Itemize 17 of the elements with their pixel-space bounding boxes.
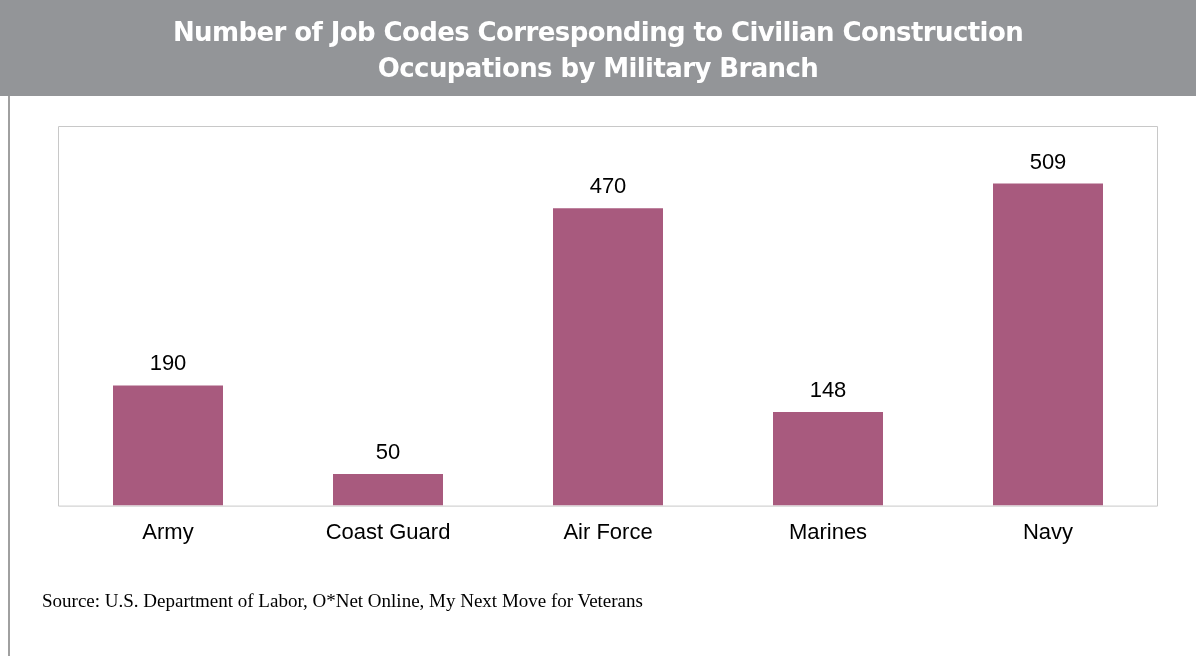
x-tick-label: Air Force [563, 518, 653, 544]
data-label: 470 [589, 173, 627, 199]
data-label: 509 [1029, 148, 1067, 174]
x-tick-label: Marines [788, 518, 868, 544]
bar [993, 183, 1103, 506]
source-note: Source: U.S. Department of Labor, O*Net Online, My Next Move for Veterans [42, 590, 643, 612]
x-tick-label: Army [142, 518, 194, 544]
x-tick-label: Coast Guard [325, 518, 451, 544]
data-label: 190 [149, 350, 187, 376]
data-label: 148 [809, 377, 847, 403]
data-label: 50 [375, 439, 401, 465]
x-tick-label: Navy [1022, 518, 1074, 544]
bar [333, 473, 443, 506]
bar [553, 208, 663, 506]
bar [113, 385, 223, 506]
bar [773, 411, 883, 506]
chart-title: Number of Job Codes Corresponding to Civilian Construction Occupations by Military Branch [171, 16, 1025, 85]
